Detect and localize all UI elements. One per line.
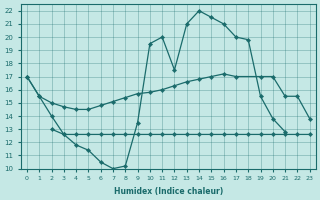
X-axis label: Humidex (Indice chaleur): Humidex (Indice chaleur) <box>114 187 223 196</box>
